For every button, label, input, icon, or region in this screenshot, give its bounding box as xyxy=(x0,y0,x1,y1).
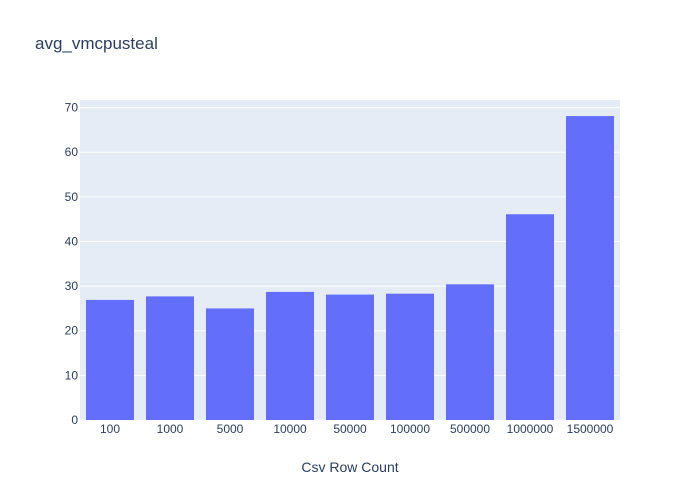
chart-title: avg_vmcpusteal xyxy=(35,34,158,53)
y-tick-label: 0 xyxy=(71,413,78,427)
bar-5000[interactable] xyxy=(206,308,254,420)
bar-500000[interactable] xyxy=(446,284,494,420)
bar-1000[interactable] xyxy=(146,296,194,420)
x-tick-label: 5000 xyxy=(217,422,244,436)
bar-1000000[interactable] xyxy=(506,214,554,420)
x-tick-label: 50000 xyxy=(333,422,367,436)
x-tick-label: 500000 xyxy=(450,422,490,436)
x-tick-label: 1000000 xyxy=(507,422,554,436)
y-tick-label: 20 xyxy=(65,324,79,338)
x-tick-label: 100000 xyxy=(390,422,430,436)
bar-100[interactable] xyxy=(86,299,134,420)
y-tick-label: 70 xyxy=(65,101,79,115)
x-tick-label: 10000 xyxy=(273,422,307,436)
x-axis-title: Csv Row Count xyxy=(301,459,398,475)
y-tick-label: 60 xyxy=(65,145,79,159)
x-tick-label: 1500000 xyxy=(567,422,614,436)
y-tick-label: 10 xyxy=(65,368,79,382)
y-axis-ticks: 0 10 20 30 40 50 60 70 xyxy=(65,101,79,427)
y-tick-label: 30 xyxy=(65,279,79,293)
x-axis-ticks: 100 1000 5000 10000 50000 100000 500000 1000000… xyxy=(100,422,614,436)
bar-50000[interactable] xyxy=(326,294,374,420)
y-tick-label: 40 xyxy=(65,234,79,248)
bar-1500000[interactable] xyxy=(566,116,614,420)
x-tick-label: 1000 xyxy=(157,422,184,436)
bar-10000[interactable] xyxy=(266,291,314,420)
y-tick-label: 50 xyxy=(65,190,79,204)
x-tick-label: 100 xyxy=(100,422,120,436)
bar-100000[interactable] xyxy=(386,293,434,420)
bars xyxy=(86,116,614,420)
